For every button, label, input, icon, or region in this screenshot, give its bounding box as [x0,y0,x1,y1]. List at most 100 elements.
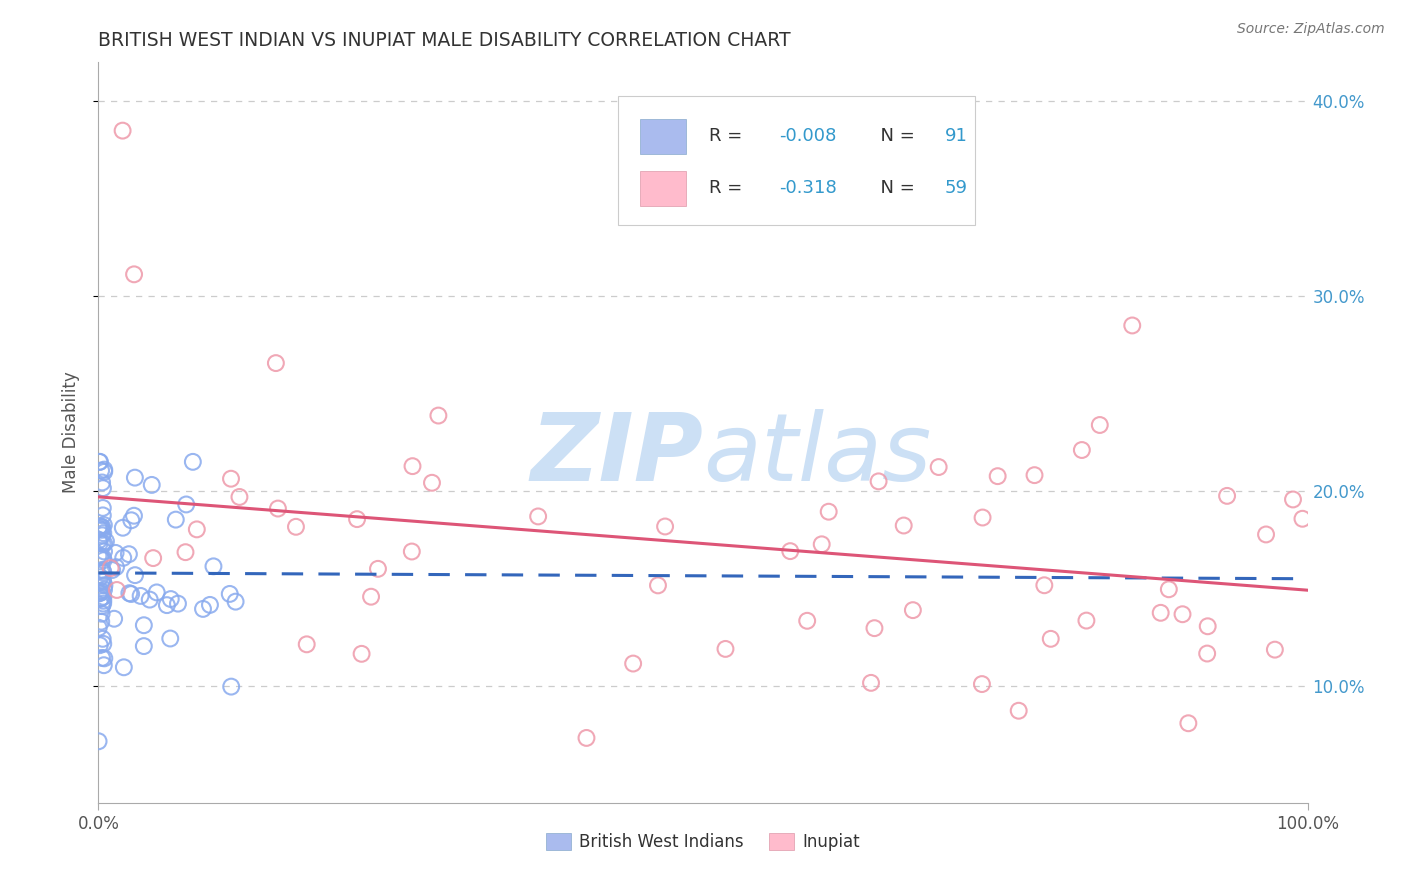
Point [1197,619,1219,633]
Point [103,612,125,626]
Point [1076,614,1098,628]
Point [112,660,135,674]
Point [93,658,115,673]
Point [93,518,115,533]
Point [174,498,197,512]
Point [87,734,110,748]
Point [1008,704,1031,718]
Point [93,462,115,476]
Point [101,563,124,577]
Point [90,607,112,621]
Point [89,455,111,469]
Point [159,632,181,646]
Point [87,549,110,563]
Point [91,550,114,565]
Point [91,651,114,665]
Point [1033,578,1056,592]
Point [111,521,134,535]
Text: Source: ZipAtlas.com: Source: ZipAtlas.com [1237,22,1385,37]
Point [360,590,382,604]
Point [90,574,112,588]
Point [972,510,994,524]
Point [860,676,883,690]
Point [1150,606,1173,620]
Point [1024,468,1046,483]
Bar [640,170,686,206]
Point [90,583,112,598]
Point [91,566,114,580]
Point [295,637,318,651]
FancyBboxPatch shape [619,95,976,226]
Point [129,589,152,603]
Point [124,568,146,582]
Point [91,500,114,515]
Point [89,570,111,584]
Text: N =: N = [869,128,920,145]
Text: 91: 91 [945,128,967,145]
Text: BRITISH WEST INDIAN VS INUPIAT MALE DISABILITY CORRELATION CHART: BRITISH WEST INDIAN VS INUPIAT MALE DISA… [98,30,792,50]
Point [87,586,110,600]
Point [104,546,127,560]
Point [90,591,112,605]
Point [191,602,214,616]
Point [264,356,287,370]
Point [267,501,290,516]
Point [89,549,111,564]
Point [714,641,737,656]
Point [90,585,112,599]
Point [89,586,111,600]
Point [1216,489,1239,503]
Point [218,587,240,601]
Point [87,521,110,535]
Point [91,599,114,614]
Text: ZIP: ZIP [530,409,703,500]
Point [219,472,242,486]
Point [91,632,114,646]
Point [91,508,114,523]
Point [105,582,128,597]
Point [970,677,993,691]
Point [228,490,250,504]
Point [401,544,423,558]
Point [186,522,208,536]
Point [1291,512,1313,526]
Point [89,536,111,550]
Point [165,513,187,527]
Point [817,505,839,519]
Point [132,639,155,653]
Point [1264,642,1286,657]
Point [118,586,141,600]
Point [346,512,368,526]
Point [987,469,1010,483]
Point [90,519,112,533]
Point [893,518,915,533]
Point [575,731,598,745]
Point [219,680,242,694]
Point [122,268,145,282]
Point [89,591,111,606]
Point [93,651,115,665]
Point [91,537,114,551]
Point [868,475,890,489]
Point [202,559,225,574]
Point [90,615,112,629]
Point [1088,417,1111,432]
Point [527,509,550,524]
Point [89,638,111,652]
Text: -0.318: -0.318 [779,179,837,197]
Point [89,519,111,533]
Point [1171,607,1194,622]
Point [89,586,111,600]
Point [145,585,167,599]
Point [174,545,197,559]
Point [1157,582,1180,597]
Point [100,561,122,575]
Text: N =: N = [869,179,920,197]
Point [120,587,142,601]
Point [93,544,115,558]
Point [91,520,114,534]
Point [93,553,115,567]
Point [111,123,134,137]
Point [91,573,114,587]
Point [1197,647,1219,661]
